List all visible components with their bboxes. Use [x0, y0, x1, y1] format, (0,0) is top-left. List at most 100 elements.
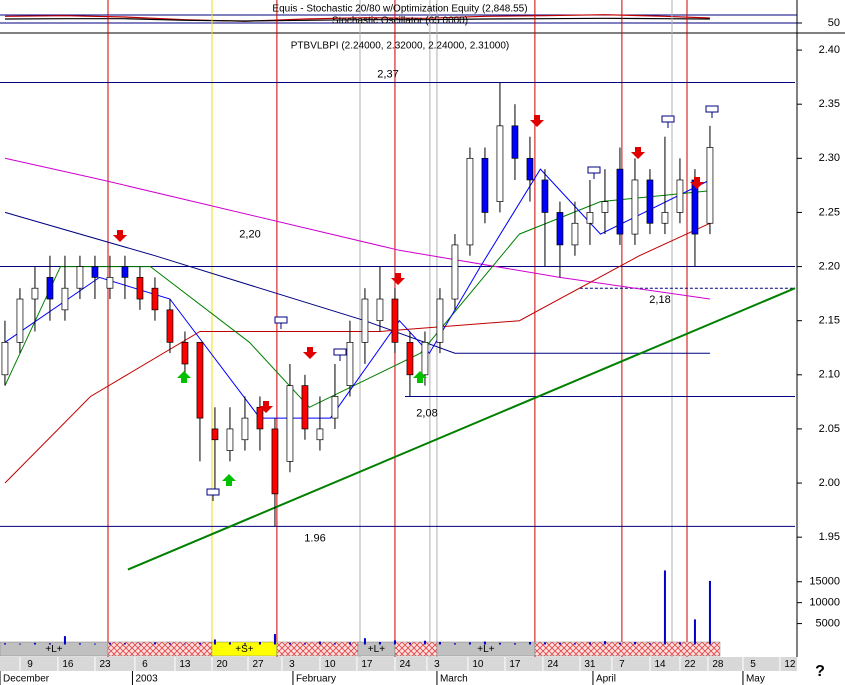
signal-band — [107, 641, 213, 657]
volume-bar — [48, 643, 51, 645]
candle-body — [271, 428, 279, 495]
candle-body — [286, 385, 294, 462]
volume-bar — [213, 639, 216, 645]
trend-line — [127, 287, 796, 571]
candle-body — [511, 125, 519, 159]
help-button[interactable]: ? — [815, 663, 825, 680]
volume-bar — [228, 642, 231, 645]
volume-bar — [258, 641, 261, 645]
volume-bar — [123, 643, 126, 645]
volume-bar — [663, 570, 666, 645]
x-tick-label: 16 — [62, 659, 74, 670]
sell-arrow — [530, 115, 544, 127]
x-tick-label: 28 — [712, 659, 724, 670]
exit-flag — [274, 316, 288, 324]
candle-body — [646, 179, 654, 224]
signal-label: +L+ — [477, 644, 494, 655]
volume-bar — [18, 643, 21, 645]
volume-bar — [468, 642, 471, 645]
oscillator-subtitle: Stochastic Oscillator (65.0000) — [332, 16, 468, 27]
volume-bar — [453, 643, 456, 645]
y-tick-label: 2.10 — [819, 369, 840, 381]
candle-body — [16, 298, 24, 343]
buy-arrow — [222, 474, 236, 486]
x-tick-label: 24 — [547, 659, 559, 670]
y-tick-label: 5000 — [816, 617, 840, 629]
signal-label: +L+ — [45, 644, 62, 655]
x-tick-label: 10 — [472, 659, 484, 670]
volume-bar — [633, 641, 636, 645]
y-tick-label: 1.95 — [819, 531, 840, 543]
volume-bar — [408, 642, 411, 645]
volume-bar — [78, 643, 81, 645]
month-label: December — [3, 674, 50, 685]
volume-bar — [168, 643, 171, 645]
candle-body — [166, 309, 174, 343]
sell-arrow — [690, 177, 704, 189]
x-tick-label: 3 — [434, 659, 440, 670]
y-tick-label: 15000 — [809, 576, 840, 588]
candle-body — [1, 341, 9, 376]
candle-body — [556, 212, 564, 246]
exit-flag — [333, 348, 347, 356]
date-strip — [0, 657, 797, 671]
candle-body — [61, 287, 69, 311]
candle-body — [361, 298, 369, 343]
volume-bar — [603, 641, 606, 645]
price-title: PTBVLBPI (2.24000, 2.32000, 2.24000, 2.3… — [291, 41, 510, 52]
candle-body — [301, 385, 309, 430]
signal-band — [534, 641, 721, 657]
volume-bar — [3, 643, 6, 645]
volume-bar — [558, 642, 561, 645]
x-tick-label: 23 — [99, 659, 111, 670]
x-tick-label: 14 — [654, 659, 666, 670]
volume-bar — [273, 634, 276, 645]
month-label: April — [596, 674, 616, 685]
candle-body — [526, 157, 534, 181]
exit-flag — [661, 115, 675, 123]
level-label: 1.96 — [304, 532, 325, 544]
x-tick-label: 3 — [289, 659, 295, 670]
candle-body — [631, 179, 639, 235]
exit-flag — [587, 166, 601, 174]
y-tick-label: 2.15 — [819, 315, 840, 327]
x-tick-label: 27 — [252, 659, 264, 670]
y-tick-label: 2.30 — [819, 152, 840, 164]
volume-bar — [318, 641, 321, 645]
candle-body — [586, 212, 594, 224]
sell-arrow — [303, 347, 317, 359]
sell-arrow — [113, 230, 127, 242]
candle-body — [406, 341, 414, 376]
moving-average — [4, 168, 711, 419]
signal-label: +S+ — [235, 644, 254, 655]
candle-body — [571, 222, 579, 246]
candle-body — [181, 341, 189, 365]
volume-bar — [423, 640, 426, 645]
volume-bar — [333, 643, 336, 645]
x-tick-label: 20 — [216, 659, 228, 670]
y-tick-label: 2.20 — [819, 260, 840, 272]
candle-body — [31, 287, 39, 300]
y-tick-label: 2.00 — [819, 477, 840, 489]
buy-arrow — [177, 371, 191, 383]
volume-bar — [198, 642, 201, 645]
candle-body — [211, 428, 219, 441]
candle-body — [421, 341, 429, 376]
candle-body — [331, 396, 339, 419]
sell-arrow — [631, 147, 645, 159]
x-tick-label: 24 — [399, 659, 411, 670]
volume-bar — [648, 643, 651, 645]
candle-body — [466, 157, 474, 246]
volume-bar — [618, 642, 621, 645]
candle-body — [616, 168, 624, 235]
volume-bar — [693, 619, 696, 645]
candle-body — [376, 298, 384, 322]
y-tick-label: 2.05 — [819, 423, 840, 435]
buy-arrow — [413, 371, 427, 383]
y-tick-label: 2.25 — [819, 206, 840, 218]
candle-body — [391, 298, 399, 343]
candle-body — [76, 266, 84, 289]
candle-body — [316, 428, 324, 441]
